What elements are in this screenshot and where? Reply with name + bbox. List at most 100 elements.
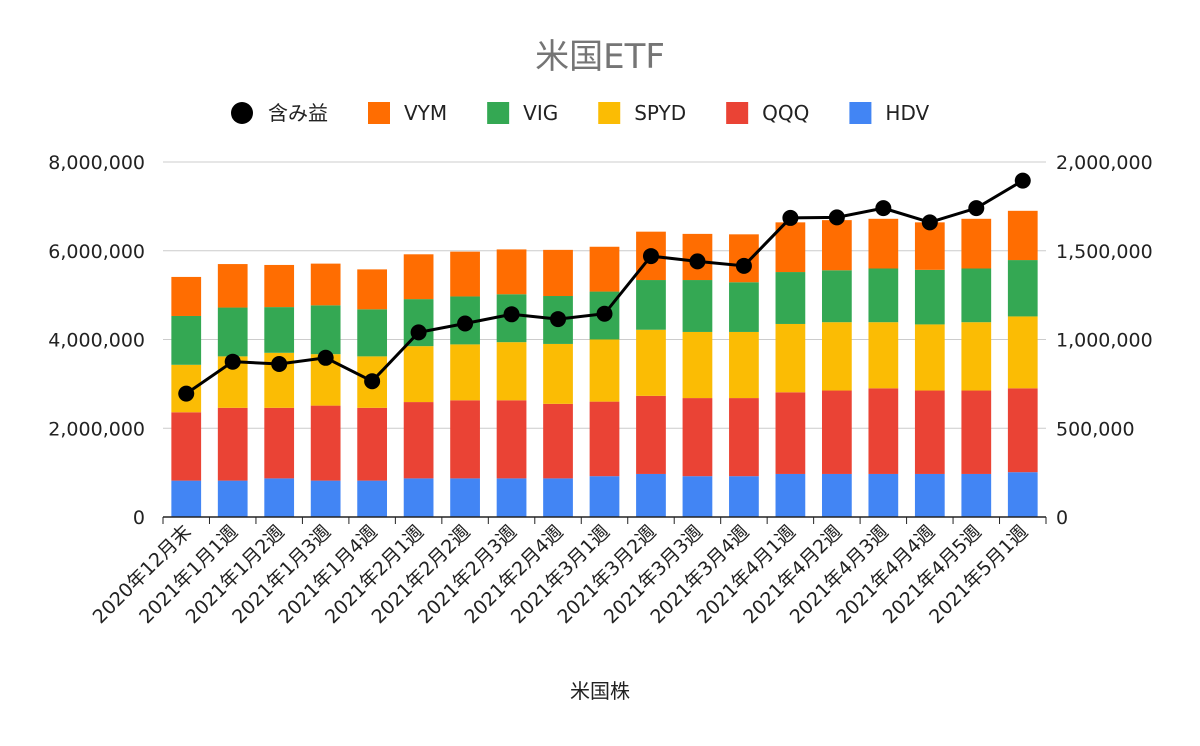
bar-SPYD bbox=[589, 339, 620, 402]
bar-HDV bbox=[264, 478, 295, 517]
bar-HDV bbox=[682, 476, 713, 517]
legend-label-SPYD: SPYD bbox=[634, 101, 686, 125]
bar-HDV bbox=[357, 480, 388, 517]
bar-SPYD bbox=[543, 343, 573, 404]
point-含み益 bbox=[875, 200, 892, 217]
point-含み益 bbox=[224, 353, 241, 370]
y2-tick-label: 500,000 bbox=[1056, 418, 1135, 440]
bar-VIG bbox=[729, 282, 759, 332]
bar-HDV bbox=[729, 476, 759, 517]
legend-label-QQQ: QQQ bbox=[762, 101, 809, 125]
point-含み益 bbox=[410, 324, 427, 341]
bar-VIG bbox=[171, 315, 202, 365]
point-含み益 bbox=[596, 305, 613, 322]
point-含み益 bbox=[550, 311, 567, 328]
bar-SPYD bbox=[636, 329, 666, 396]
bar-VIG bbox=[961, 268, 992, 323]
bar-VYM bbox=[543, 249, 573, 297]
bar-VYM bbox=[403, 254, 434, 300]
bar-QQQ bbox=[171, 412, 202, 481]
bar-VYM bbox=[310, 263, 341, 306]
bar-VIG bbox=[636, 280, 666, 330]
bar-VYM bbox=[264, 264, 295, 308]
y-tick-label: 6,000,000 bbox=[48, 241, 145, 263]
bar-HDV bbox=[636, 473, 666, 517]
bar-VIG bbox=[310, 305, 341, 355]
bar-HDV bbox=[450, 478, 480, 517]
point-含み益 bbox=[968, 200, 985, 217]
bar-SPYD bbox=[729, 331, 759, 399]
bar-SPYD bbox=[868, 322, 899, 389]
bar-VYM bbox=[821, 220, 852, 271]
bar-series-group bbox=[171, 210, 1038, 517]
legend-label-VIG: VIG bbox=[523, 101, 558, 125]
bar-QQQ bbox=[357, 407, 388, 481]
bar-HDV bbox=[217, 480, 248, 517]
y2-tick-label: 0 bbox=[1056, 507, 1068, 529]
bar-QQQ bbox=[403, 402, 434, 479]
bar-VIG bbox=[775, 272, 806, 324]
bar-QQQ bbox=[310, 405, 341, 481]
bar-VIG bbox=[357, 309, 388, 357]
chart-legend: 含み益 VYM VIG SPYD QQQ HDV bbox=[231, 101, 929, 125]
chart-title: 米国ETF bbox=[535, 37, 665, 77]
bar-SPYD bbox=[775, 323, 806, 393]
point-含み益 bbox=[921, 214, 938, 231]
y-tick-label: 0 bbox=[133, 507, 145, 529]
bar-QQQ bbox=[636, 395, 666, 474]
legend-marker-QQQ bbox=[726, 102, 749, 124]
legend-marker-SPYD bbox=[598, 102, 621, 124]
bar-QQQ bbox=[821, 390, 852, 474]
bar-SPYD bbox=[450, 344, 480, 401]
point-含み益 bbox=[364, 373, 381, 390]
bar-QQQ bbox=[961, 390, 992, 474]
point-含み益 bbox=[642, 248, 659, 265]
legend-marker-含み益 bbox=[231, 102, 253, 124]
bar-VYM bbox=[450, 251, 480, 297]
bar-VIG bbox=[868, 268, 899, 323]
bar-HDV bbox=[1007, 472, 1038, 517]
point-含み益 bbox=[1014, 172, 1031, 189]
bar-VIG bbox=[914, 269, 945, 325]
legend-marker-HDV bbox=[849, 102, 872, 124]
bar-VYM bbox=[775, 222, 806, 273]
line-series-group bbox=[178, 172, 1031, 402]
bar-HDV bbox=[775, 473, 806, 517]
bar-SPYD bbox=[961, 322, 992, 391]
bar-VYM bbox=[868, 218, 899, 269]
point-含み益 bbox=[317, 349, 334, 366]
y2-tick-label: 1,000,000 bbox=[1056, 330, 1153, 352]
bar-QQQ bbox=[589, 401, 620, 477]
bar-VYM bbox=[961, 218, 992, 269]
bar-HDV bbox=[961, 473, 992, 517]
legend-marker-VYM bbox=[368, 102, 390, 124]
point-含み益 bbox=[828, 209, 845, 226]
legend-label-含み益: 含み益 bbox=[268, 101, 328, 125]
bar-HDV bbox=[589, 476, 620, 517]
bar-SPYD bbox=[1007, 316, 1038, 389]
point-含み益 bbox=[178, 385, 195, 402]
bar-VYM bbox=[357, 269, 388, 310]
bar-VYM bbox=[171, 276, 202, 316]
x-axis-title: 米国株 bbox=[570, 679, 630, 703]
bar-QQQ bbox=[914, 390, 945, 474]
point-含み益 bbox=[689, 253, 706, 270]
bar-HDV bbox=[310, 480, 341, 517]
bar-VYM bbox=[217, 264, 248, 308]
point-含み益 bbox=[503, 306, 520, 323]
bar-HDV bbox=[821, 473, 852, 517]
point-含み益 bbox=[782, 209, 799, 226]
bar-VIG bbox=[682, 280, 713, 332]
bar-HDV bbox=[403, 478, 434, 517]
bar-QQQ bbox=[682, 398, 713, 477]
bar-HDV bbox=[496, 478, 527, 517]
bar-SPYD bbox=[496, 342, 527, 401]
bar-QQQ bbox=[264, 407, 295, 479]
bar-QQQ bbox=[543, 403, 573, 479]
y2-tick-label: 2,000,000 bbox=[1056, 152, 1153, 174]
point-含み益 bbox=[457, 315, 474, 332]
bar-VIG bbox=[217, 307, 248, 357]
bar-VIG bbox=[1007, 260, 1038, 317]
